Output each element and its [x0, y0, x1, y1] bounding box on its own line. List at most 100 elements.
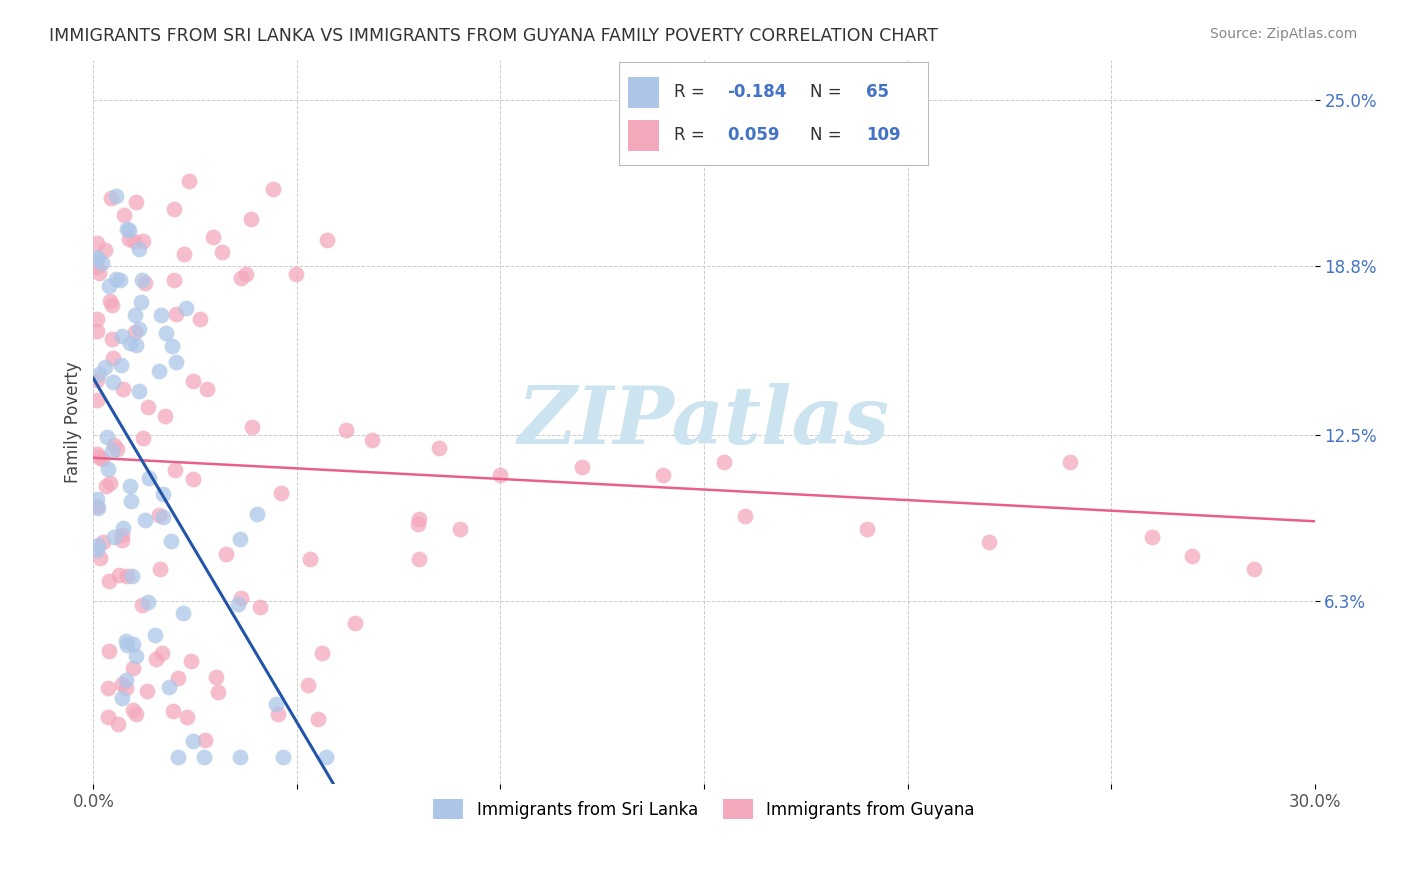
Point [111, 527, 134, 541]
Point [105, 272, 128, 286]
Point [138, 471, 160, 485]
Text: N =: N = [810, 83, 842, 101]
Point [87, 500, 110, 515]
Point [122, 703, 145, 717]
Point [229, 750, 252, 764]
Point [128, 322, 150, 336]
Point [145, 652, 167, 666]
Point [408, 512, 430, 526]
Point [98, 278, 121, 293]
Point [86, 491, 108, 506]
Point [408, 517, 430, 532]
Point [240, 420, 263, 434]
Point [115, 633, 138, 648]
Point [117, 638, 139, 652]
Point [153, 409, 176, 424]
Point [201, 230, 224, 244]
Point [101, 444, 124, 458]
Point [335, 423, 357, 437]
Point [120, 479, 142, 493]
Point [571, 460, 593, 475]
Point [207, 685, 229, 699]
Point [128, 242, 150, 256]
Point [204, 670, 226, 684]
Point [180, 655, 202, 669]
Point [86, 393, 108, 408]
Point [188, 311, 211, 326]
Point [89, 266, 111, 280]
Text: IMMIGRANTS FROM SRI LANKA VS IMMIGRANTS FROM GUYANA FAMILY POVERTY CORRELATION C: IMMIGRANTS FROM SRI LANKA VS IMMIGRANTS … [49, 27, 938, 45]
Point [181, 733, 204, 747]
Point [120, 336, 142, 351]
Point [235, 267, 257, 281]
Point [101, 298, 124, 312]
Point [163, 273, 186, 287]
Point [160, 339, 183, 353]
Point [214, 547, 236, 561]
Point [194, 733, 217, 747]
Point [1059, 455, 1081, 469]
Point [124, 325, 146, 339]
Point [129, 294, 152, 309]
Point [229, 532, 252, 546]
Point [181, 374, 204, 388]
Point [96, 430, 118, 444]
Point [152, 509, 174, 524]
Point [148, 364, 170, 378]
Point [111, 521, 134, 535]
Point [167, 750, 190, 764]
Point [166, 671, 188, 685]
Point [226, 597, 249, 611]
Point [177, 174, 200, 188]
Point [163, 202, 186, 217]
Point [211, 245, 233, 260]
Point [86, 500, 108, 514]
Point [124, 308, 146, 322]
Text: R =: R = [675, 127, 704, 145]
Point [1243, 562, 1265, 576]
Point [101, 351, 124, 365]
Point [162, 704, 184, 718]
Point [284, 268, 307, 282]
Point [136, 400, 159, 414]
Point [125, 194, 148, 209]
Point [117, 568, 139, 582]
Point [734, 508, 756, 523]
Point [101, 376, 124, 390]
Text: 65: 65 [866, 83, 889, 101]
Point [97, 643, 120, 657]
Text: N =: N = [810, 127, 842, 145]
Point [86, 372, 108, 386]
Point [94, 359, 117, 374]
FancyBboxPatch shape [628, 120, 659, 151]
Point [316, 233, 339, 247]
Point [125, 706, 148, 721]
Point [121, 660, 143, 674]
Text: R =: R = [675, 83, 704, 101]
Point [89, 551, 111, 566]
Point [115, 681, 138, 696]
Point [176, 710, 198, 724]
Point [115, 222, 138, 236]
Point [96, 709, 118, 723]
Point [174, 301, 197, 315]
Point [86, 251, 108, 265]
Point [122, 234, 145, 248]
Point [118, 232, 141, 246]
Point [86, 324, 108, 338]
Point [152, 487, 174, 501]
Point [172, 606, 194, 620]
Point [86, 260, 108, 274]
Point [124, 338, 146, 352]
Point [193, 750, 215, 764]
Point [855, 522, 877, 536]
Point [246, 507, 269, 521]
Point [104, 188, 127, 202]
Point [86, 312, 108, 326]
Point [86, 235, 108, 250]
Text: -0.184: -0.184 [727, 83, 786, 101]
Point [97, 681, 120, 695]
Point [229, 591, 252, 605]
Point [98, 574, 121, 588]
Point [94, 243, 117, 257]
